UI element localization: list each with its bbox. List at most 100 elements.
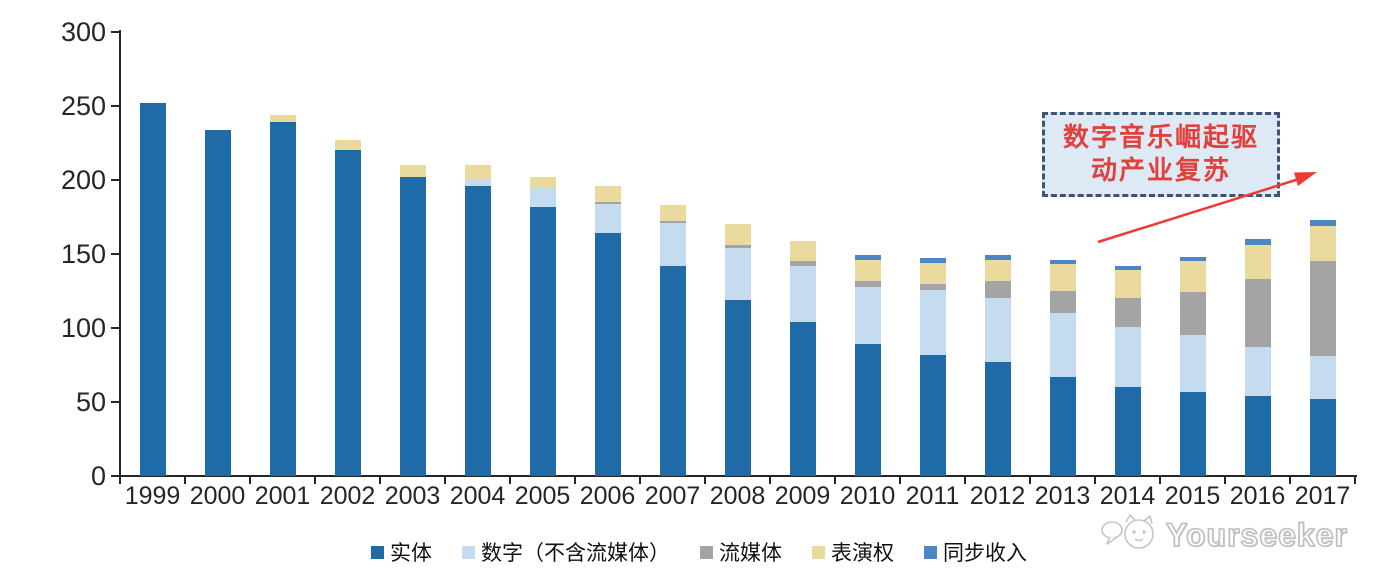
bar-segment xyxy=(139,103,166,476)
x-axis-label: 2012 xyxy=(969,482,1026,510)
bar-segment xyxy=(724,248,751,300)
bar-segment xyxy=(659,265,686,476)
x-axis-label: 2007 xyxy=(644,482,701,510)
bar-segment xyxy=(919,258,946,263)
legend-label: 同步收入 xyxy=(943,541,1027,565)
bar-segment xyxy=(464,165,491,180)
bar-segment xyxy=(724,245,751,249)
x-axis-tick xyxy=(314,476,316,484)
bar-segment xyxy=(1244,279,1271,348)
watermark: Yourseeker xyxy=(1100,512,1348,558)
x-axis-tick xyxy=(574,476,576,484)
bar-segment xyxy=(1309,356,1336,400)
bar-segment xyxy=(1179,391,1206,476)
legend-label: 流媒体 xyxy=(719,541,782,565)
x-axis-label: 2009 xyxy=(774,482,831,510)
legend-item: 数字（不含流媒体） xyxy=(462,537,670,567)
bar-segment xyxy=(1179,335,1206,392)
x-axis-label: 2017 xyxy=(1294,482,1351,510)
y-axis-tick xyxy=(111,31,120,33)
bar-segment xyxy=(919,283,946,290)
y-axis-label: 100 xyxy=(60,313,106,343)
x-axis-label: 2016 xyxy=(1229,482,1286,510)
bar-segment xyxy=(1244,396,1271,476)
legend-swatch xyxy=(924,545,937,559)
bar-segment xyxy=(854,280,881,287)
y-axis-tick xyxy=(111,475,120,477)
x-axis-tick xyxy=(379,476,381,484)
bar-segment xyxy=(1114,265,1141,271)
x-axis-tick xyxy=(509,476,511,484)
bar-segment xyxy=(399,177,426,476)
bar-segment xyxy=(464,185,491,476)
bar-segment xyxy=(789,322,816,476)
bar-segment xyxy=(1244,239,1271,246)
bar-segment xyxy=(529,177,556,188)
y-axis-tick xyxy=(111,105,120,107)
bar-segment xyxy=(984,255,1011,260)
bar-segment xyxy=(1114,298,1141,327)
bar-segment xyxy=(984,298,1011,363)
bar-segment xyxy=(1309,261,1336,357)
y-axis-tick xyxy=(111,179,120,181)
y-axis-label: 150 xyxy=(60,239,106,269)
bar-segment xyxy=(789,240,816,262)
bar-segment xyxy=(1309,219,1336,226)
bar-segment xyxy=(1309,399,1336,476)
x-axis-tick xyxy=(1029,476,1031,484)
x-axis-tick xyxy=(1224,476,1226,484)
y-axis-tick xyxy=(111,327,120,329)
bar-segment xyxy=(1049,259,1076,265)
legend-item: 实体 xyxy=(371,537,432,567)
bar-segment xyxy=(919,262,946,284)
bar-segment xyxy=(1114,387,1141,476)
watermark-text: Yourseeker xyxy=(1165,516,1348,554)
bar-segment xyxy=(724,299,751,476)
x-axis-label: 2002 xyxy=(319,482,376,510)
bar-segment xyxy=(1049,313,1076,377)
bar-segment xyxy=(1179,261,1206,293)
annotation-callout: 数字音乐崛起驱 动产业复苏 xyxy=(1042,112,1280,197)
legend: 实体 数字（不含流媒体） 流媒体 表演权 同步收入 xyxy=(0,537,1398,567)
y-axis-label: 0 xyxy=(90,461,106,491)
bar-segment xyxy=(594,202,621,204)
bar-segment xyxy=(269,122,296,476)
bar-segment xyxy=(1309,225,1336,262)
x-axis-label: 2006 xyxy=(579,482,636,510)
x-axis-tick xyxy=(769,476,771,484)
bar-segment xyxy=(724,224,751,246)
bar-segment xyxy=(269,114,296,123)
bar-segment xyxy=(464,180,491,186)
x-axis-tick xyxy=(249,476,251,484)
bar-segment xyxy=(1049,291,1076,314)
x-axis-label: 2001 xyxy=(254,482,311,510)
bar-segment xyxy=(854,255,881,260)
legend-label: 表演权 xyxy=(831,541,894,565)
bar-segment xyxy=(399,165,426,178)
bar-segment xyxy=(1179,292,1206,336)
bar-segment xyxy=(1179,256,1206,262)
bar-segment xyxy=(334,150,361,476)
bar-segment xyxy=(659,205,686,222)
legend-swatch xyxy=(462,545,475,559)
x-axis-label: 2011 xyxy=(905,482,960,510)
x-axis-tick xyxy=(1289,476,1291,484)
x-axis-tick xyxy=(1159,476,1161,484)
bar-segment xyxy=(919,354,946,476)
x-axis-label: 2013 xyxy=(1034,482,1091,510)
bar-segment xyxy=(984,362,1011,476)
bar-segment xyxy=(854,344,881,476)
legend-swatch xyxy=(812,545,825,559)
y-axis xyxy=(119,30,121,477)
y-axis-label: 300 xyxy=(60,17,106,47)
x-axis-label: 2014 xyxy=(1099,482,1156,510)
bar-segment xyxy=(984,259,1011,281)
y-axis-label: 250 xyxy=(60,91,106,121)
bar-segment xyxy=(1049,376,1076,476)
legend-label: 实体 xyxy=(390,541,432,565)
x-axis-tick xyxy=(444,476,446,484)
bar-segment xyxy=(1114,270,1141,299)
x-axis-label: 1999 xyxy=(124,482,181,510)
bar-segment xyxy=(789,261,816,266)
